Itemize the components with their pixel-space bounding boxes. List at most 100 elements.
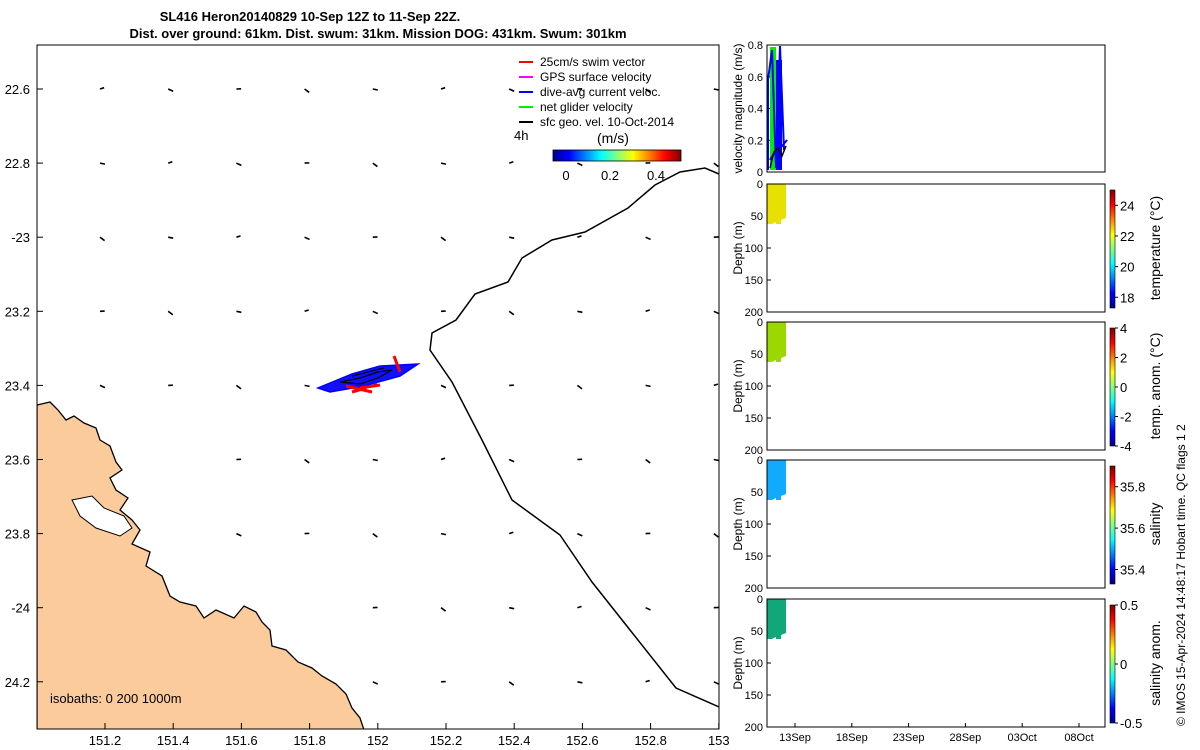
x-tick-label: 18Sep xyxy=(836,732,868,744)
lat-tick-label: 22.8 xyxy=(5,156,30,171)
geo-vector-arrow xyxy=(440,236,447,242)
speed-colorbar xyxy=(552,149,682,162)
geo-vector-arrow xyxy=(508,458,515,463)
y-tick-label: 0.8 xyxy=(748,40,763,52)
y-tick-label: 150 xyxy=(745,275,763,287)
geo-vector-arrow xyxy=(713,310,720,315)
swim-vectors-red xyxy=(345,355,402,394)
geo-vector-arrow xyxy=(440,607,447,612)
geo-vector-arrow xyxy=(577,532,583,537)
geo-vector-arrow xyxy=(645,88,651,94)
map-panel: 151.2 151.4 151.6 151.8 152 152.2 152.4 152.6 15… xyxy=(5,44,730,748)
geo-velocity-line xyxy=(769,145,787,169)
x-tick-label: 28Sep xyxy=(949,732,981,744)
y-tick-label: 0.6 xyxy=(748,72,763,84)
y-tick-label: 100 xyxy=(745,519,763,531)
colorbar-tick-label: 35.4 xyxy=(1120,563,1145,578)
lon-tick-label: 153 xyxy=(708,733,730,748)
legend-label: dive-avg current veloc. xyxy=(540,85,661,99)
geo-vector-arrow xyxy=(440,86,446,90)
colorbar xyxy=(1109,327,1116,447)
y-tick-label: 0 xyxy=(757,167,763,179)
y-axis-label: Depth (m) xyxy=(731,359,745,412)
geo-vector-arrow xyxy=(99,384,106,389)
y-tick-label: 200 xyxy=(745,307,763,319)
geo-vector-arrow xyxy=(713,88,719,91)
profile-data-block xyxy=(767,322,786,362)
colorbar-tick-label: 35.8 xyxy=(1120,480,1145,495)
panel-frame xyxy=(766,598,1106,728)
colorbar-tick-label: 2 xyxy=(1120,351,1127,366)
lon-tick-label: 152 xyxy=(367,733,389,748)
geo-vector-arrow xyxy=(577,162,583,167)
y-tick-label: 50 xyxy=(751,626,763,638)
geo-vector-arrow xyxy=(372,458,378,462)
y-tick-label: 0 xyxy=(757,594,763,606)
colorbar-tick-label: 4 xyxy=(1120,321,1127,336)
x-tick-label: 08Oct xyxy=(1064,732,1093,744)
current-vectors-blue xyxy=(315,363,421,393)
colorbar-tick-label: 0.5 xyxy=(1120,598,1138,613)
colorbar-label: salinity xyxy=(1147,503,1163,546)
panel-5: 0 50 100 150 200 0.5 0 -0.5 salinity anom. Depth … xyxy=(731,594,1163,734)
lon-tick-label: 151.4 xyxy=(157,733,190,748)
isobaths-label: isobaths: 0 200 1000m xyxy=(50,691,182,706)
lat-tick-label: 23.4 xyxy=(5,378,30,393)
panel-frame xyxy=(766,183,1106,313)
geostrophic-vector-field xyxy=(99,86,720,686)
geo-vector-arrow xyxy=(713,383,719,387)
colorbar-label: temperature (°C) xyxy=(1147,196,1163,300)
geo-vector-arrow xyxy=(304,458,310,464)
lat-tick-label: 23.2 xyxy=(5,304,30,319)
net-track-black xyxy=(339,367,393,385)
y-tick-label: 200 xyxy=(745,583,763,595)
y-tick-label: 50 xyxy=(751,211,763,223)
coastline-land xyxy=(37,401,365,729)
geo-vector-arrow xyxy=(236,235,241,238)
panel-frame xyxy=(766,321,1106,451)
speed-colorbar-tick: 0.4 xyxy=(647,168,665,183)
geo-vector-arrow xyxy=(304,384,310,388)
colorbar-title: (m/s) xyxy=(597,130,629,146)
lon-tick-label: 151.2 xyxy=(89,733,122,748)
geo-vector-arrow xyxy=(645,309,650,313)
lat-tick-label: -23 xyxy=(11,230,30,245)
estuary-channel xyxy=(71,495,133,537)
colorbar xyxy=(1109,604,1116,724)
geo-vector-arrow xyxy=(577,310,583,314)
legend-label: GPS surface velocity xyxy=(540,70,651,84)
latitude-tick-labels: 22.6 22.8 -23 23.2 23.4 23.6 23.8 -24 24.2 xyxy=(5,82,43,690)
x-tick-label: 03Oct xyxy=(1008,732,1037,744)
colorbar-label: salinity anom. xyxy=(1147,620,1163,706)
geo-vector-arrow xyxy=(304,309,309,313)
geo-vector-arrow xyxy=(440,532,447,536)
footer-credit: © IMOS 15-Apr-2024 14:48:17 Hobart time.… xyxy=(1174,424,1188,726)
geo-vector-arrow xyxy=(372,310,379,315)
colorbar-label: temp. anom. (°C) xyxy=(1147,333,1163,440)
lat-tick-label: 22.6 xyxy=(5,82,30,97)
colorbar xyxy=(1109,465,1116,585)
y-tick-label: 150 xyxy=(745,413,763,425)
geo-vector-arrow xyxy=(508,531,514,535)
lat-tick-label: 23.6 xyxy=(5,453,30,468)
legend-label: sfc geo. vel. 10-Oct-2014 xyxy=(540,115,674,129)
geo-vector-arrow xyxy=(713,458,719,462)
geo-vector-arrow xyxy=(577,605,582,609)
geo-vector-arrow xyxy=(304,236,310,241)
title-line-1: SL416 Heron20140829 10-Sep 12Z to 11-Sep… xyxy=(160,9,461,24)
legend-label: 25cm/s swim vector xyxy=(540,55,645,69)
geo-vector-arrow xyxy=(99,86,105,90)
geo-vector-arrow xyxy=(304,88,310,94)
geo-vector-arrow xyxy=(508,310,515,316)
geo-vector-arrow xyxy=(509,606,515,610)
isobath-1000m xyxy=(429,167,719,708)
title-line-2: Dist. over ground: 61km. Dist. swum: 31k… xyxy=(129,26,626,41)
y-tick-label: 200 xyxy=(745,445,763,457)
profile-data-block xyxy=(767,599,786,639)
glider-track xyxy=(315,355,421,394)
geo-vector-arrow xyxy=(236,162,242,167)
y-tick-label: 150 xyxy=(745,690,763,702)
panel-frame xyxy=(766,44,1106,173)
